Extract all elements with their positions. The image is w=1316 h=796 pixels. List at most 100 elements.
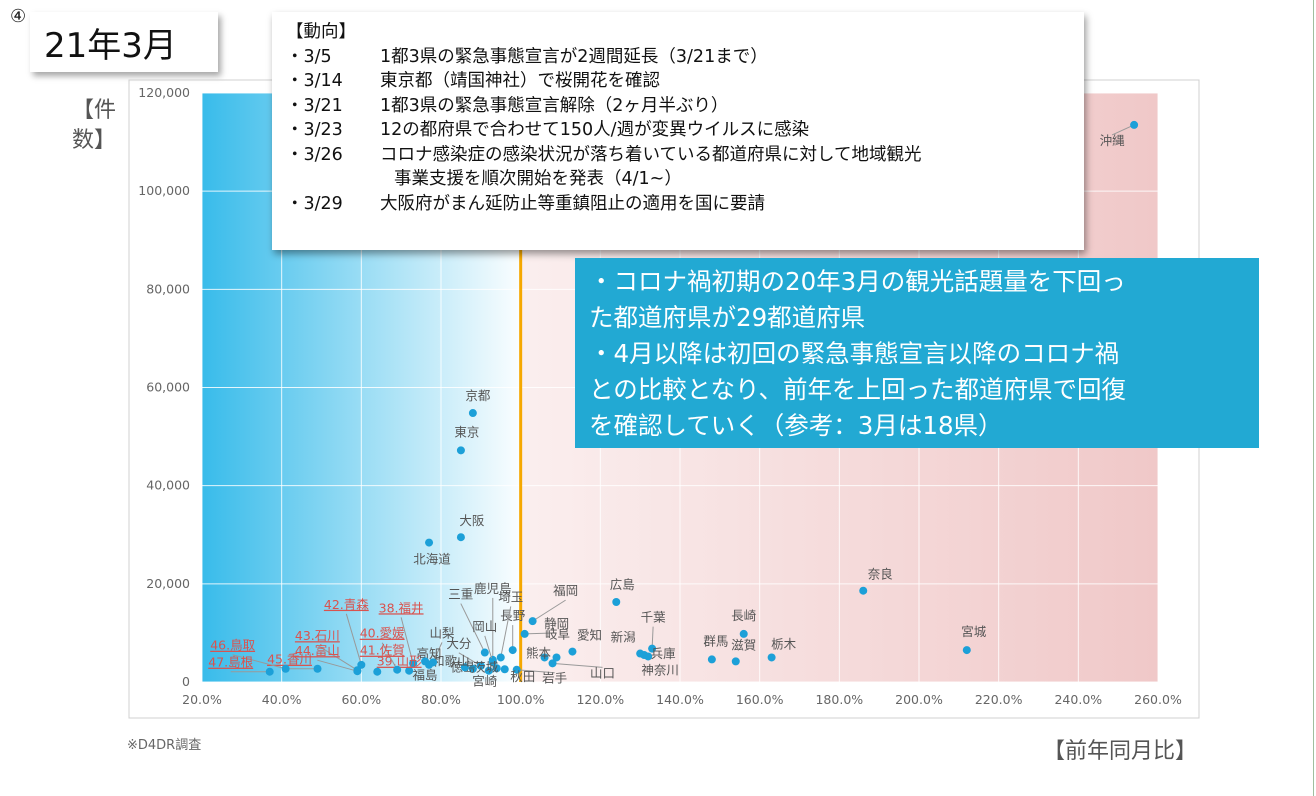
data-point: [468, 409, 477, 418]
data-point: [353, 667, 362, 676]
summary-line: た都道府県が29都道府県: [589, 303, 866, 332]
point-label: 46.鳥取: [210, 638, 255, 653]
point-label: 和歌山: [432, 653, 470, 668]
leader-line: [317, 659, 358, 672]
slide-right-border: [1313, 0, 1314, 796]
x-tick-label: 260.0%: [1134, 692, 1182, 707]
data-point: [313, 664, 322, 673]
data-point: [636, 649, 645, 658]
y-tick-label: 80,000: [146, 281, 190, 296]
data-point: [496, 653, 505, 662]
point-label: 静岡: [544, 616, 569, 631]
leader-line: [524, 632, 557, 635]
point-label: 兵庫: [651, 646, 676, 661]
point-label: 愛知: [577, 628, 602, 643]
x-tick-label: 100.0%: [497, 692, 545, 707]
leader-line: [516, 669, 555, 674]
note-item: ・3/14 東京都（靖国神社）で桜開花を確認: [286, 69, 1084, 94]
note-text: 12の都府県で合わせて150人/週が変異ウイルスに感染: [380, 120, 810, 140]
note-date: ・3/26: [286, 144, 343, 165]
data-point: [540, 653, 549, 662]
source-note: ※D4DR調査: [127, 738, 202, 753]
point-label: 岡山: [472, 619, 497, 634]
slide-number: ④: [10, 6, 27, 27]
point-label: 埼玉: [498, 589, 523, 604]
summary-callout: ・コロナ禍初期の20年3月の観光話題量を下回っ た都道府県が29都道府県 ・4月…: [575, 258, 1259, 448]
x-tick-label: 180.0%: [815, 692, 863, 707]
x-tick-label: 240.0%: [1054, 692, 1102, 707]
slide-title-box: 21年3月: [30, 12, 218, 72]
note-text: 1都3県の緊急事態宣言が2週間延長（3/21まで）: [380, 46, 768, 67]
note-item: ・3/26 コロナ感染症の感染状況が落ち着いている都道府県に対して地域観光: [286, 143, 1084, 168]
slide-title: 21年3月: [44, 25, 177, 66]
summary-line: を確認していく（参考：3月は18県）: [589, 411, 1003, 440]
leader-line: [1111, 124, 1135, 136]
point-label: 茨城: [473, 659, 499, 674]
point-label: 大分: [446, 636, 471, 651]
leader-line: [381, 642, 398, 670]
point-label: 宮崎: [472, 674, 498, 689]
note-text: 大阪府がまん延防止等重鎮阻止の適用を国に要請: [380, 193, 765, 214]
data-point: [512, 665, 521, 674]
point-label: 山口: [590, 665, 615, 680]
note-text-continued: 事業支援を順次開始を発表（4/1~）: [394, 169, 682, 189]
point-label: 沖縄: [1100, 133, 1126, 148]
data-point: [460, 663, 469, 672]
x-tick-label: 220.0%: [975, 692, 1023, 707]
x-tick-label: 140.0%: [656, 692, 704, 707]
point-label: 44.富山: [295, 643, 340, 658]
point-label: 高知: [417, 646, 442, 661]
note-item: ・3/29 大阪府がまん延防止等重鎮阻止の適用を国に要請: [286, 192, 1084, 217]
x-axis-title: 【前年同月比】: [1043, 739, 1198, 764]
point-label: 京都: [465, 388, 491, 403]
y-tick-label: 0: [182, 674, 190, 689]
data-point: [500, 665, 509, 674]
point-label: 東京: [454, 424, 479, 439]
data-point: [409, 659, 418, 668]
point-label: 38.福井: [379, 600, 424, 615]
data-point: [859, 586, 868, 595]
point-label: 熊本: [526, 645, 552, 660]
note-date: ・3/29: [286, 193, 343, 214]
y-tick-label: 40,000: [146, 478, 190, 493]
leader-line: [400, 617, 414, 664]
point-label: 40.愛媛: [360, 626, 405, 641]
point-label: 新潟: [611, 630, 636, 645]
leader-line: [500, 606, 512, 658]
data-point: [421, 657, 430, 666]
summary-line: ・コロナ禍初期の20年3月の観光話題量を下回っ: [589, 267, 1126, 296]
y-tick-label: 20,000: [146, 576, 190, 591]
point-label: 長崎: [731, 608, 757, 623]
data-point: [552, 653, 561, 662]
data-point: [707, 655, 716, 664]
leader-line: [460, 603, 486, 653]
data-point: [476, 661, 485, 670]
point-label: 福岡: [553, 583, 578, 598]
leader-line: [532, 599, 566, 622]
point-label: 千葉: [641, 610, 667, 625]
note-item: ・3/21 1都3県の緊急事態宣言解除（2ヶ月半ぶり）: [286, 94, 1084, 119]
note-date: ・3/21: [286, 95, 343, 116]
leader-line: [458, 652, 482, 667]
x-tick-label: 160.0%: [736, 692, 784, 707]
point-label: 39.山形: [377, 654, 422, 669]
leader-line: [484, 635, 494, 663]
data-point: [568, 647, 577, 656]
data-point: [1130, 120, 1139, 129]
point-label: 滋賀: [731, 637, 756, 652]
point-label: 長野: [500, 608, 526, 623]
data-point: [648, 644, 657, 653]
note-text: 東京都（靖国神社）で桜開花を確認: [380, 71, 660, 91]
y-axis-title: 【件数】: [72, 98, 117, 153]
point-label: 広島: [610, 577, 635, 592]
data-point: [456, 446, 465, 455]
data-point: [731, 657, 740, 666]
point-label: 北海道: [413, 552, 451, 567]
data-point: [612, 597, 621, 606]
point-label: 47.島根: [208, 655, 253, 670]
data-point: [644, 652, 653, 661]
x-tick-label: 200.0%: [895, 692, 943, 707]
y-tick-label: 120,000: [138, 85, 190, 100]
point-label: 山梨: [430, 625, 456, 640]
x-tick-label: 120.0%: [576, 692, 624, 707]
